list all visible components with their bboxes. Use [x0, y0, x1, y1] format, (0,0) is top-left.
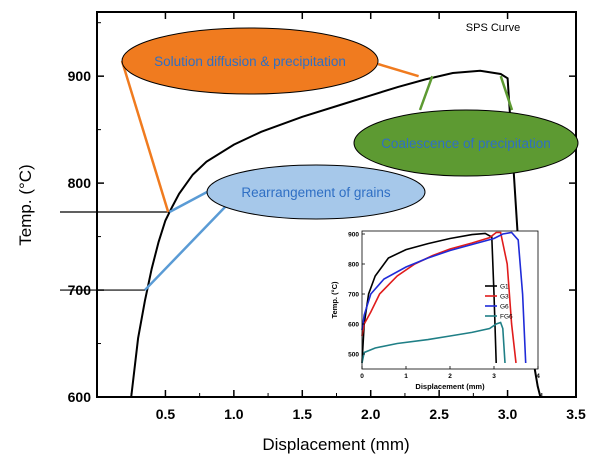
inset-x-tick-label: 0	[360, 373, 364, 380]
callout-connector	[499, 75, 514, 111]
x-tick-label: 3.0	[498, 406, 518, 422]
inset-x-tick-label: 4	[536, 373, 540, 380]
sps-curve-line	[130, 69, 542, 398]
chart-title: SPS Curve	[466, 22, 520, 34]
inset-axis-ticks: 0 1 2 3 4 500 600 700 800 900	[348, 232, 540, 381]
main-reference-lines	[60, 211, 170, 291]
callout-connector	[418, 75, 434, 111]
inset-background	[362, 231, 538, 369]
x-axis-title: Displacement (mm)	[262, 435, 409, 454]
inset-series-line	[361, 232, 497, 364]
inset-y-tick-label: 500	[348, 352, 359, 359]
x-tick-label: 0.5	[156, 406, 176, 422]
inset-legend-label: FG6	[500, 314, 513, 321]
callout-rearrangement: Rearrangement of grains	[206, 164, 426, 220]
y-tick-label: 900	[68, 68, 92, 84]
inset-plot: 0 1 2 3 4 500 600 700 800 900 G1 G3 G6 FG6 Displacem…	[330, 230, 540, 391]
inset-x-tick-label: 1	[404, 373, 408, 380]
callout-ellipse	[206, 164, 426, 220]
inset-legend-label: G1	[500, 284, 509, 291]
x-tick-label: 2.0	[361, 406, 381, 422]
inset-y-tick-label: 800	[348, 262, 359, 269]
callout-coalescence: Coalescence of precipitation	[353, 109, 579, 177]
x-tick-label: 3.5	[566, 406, 586, 422]
y-tick-label: 600	[68, 389, 92, 405]
callout-connector	[168, 190, 208, 214]
callout-label: Solution diffusion & precipitation	[154, 54, 346, 69]
callout-label: Rearrangement of grains	[241, 185, 391, 200]
x-tick-label: 1.0	[224, 406, 244, 422]
callout-label: Coalescence of precipitation	[381, 136, 551, 151]
main-series	[130, 69, 542, 398]
inset-y-tick-label: 900	[348, 232, 359, 239]
inset-series-line	[361, 321, 506, 364]
callout-solution-diffusion: Solution diffusion & precipitation	[121, 27, 379, 95]
callout-ellipse	[121, 27, 379, 95]
callout-connector	[377, 62, 419, 78]
inset-legend-label: G6	[500, 304, 509, 311]
callout-lines	[120, 60, 514, 291]
main-axis-ticks: 0.5 1.0 1.5 2.0 2.5 3.0 3.5 600 700 800 900	[68, 12, 586, 422]
y-tick-label: 800	[68, 175, 92, 191]
x-tick-label: 2.5	[429, 406, 449, 422]
inset-y-tick-label: 700	[348, 292, 359, 299]
inset-legend-label: G3	[500, 294, 509, 301]
inset-series-line	[361, 231, 517, 364]
callout-ellipse	[353, 109, 579, 177]
inset-y-tick-label: 600	[348, 322, 359, 329]
inset-y-axis-title: Temp. (°C)	[330, 281, 339, 319]
inset-x-axis-title: Displacement (mm)	[415, 382, 485, 391]
inset-series	[361, 231, 527, 364]
x-tick-label: 1.5	[293, 406, 313, 422]
inset-x-tick-label: 2	[448, 373, 452, 380]
callout-connector	[120, 60, 170, 213]
inset-x-tick-label: 3	[492, 373, 496, 380]
y-axis-title: Temp. (°C)	[16, 164, 35, 245]
callout-connector	[144, 205, 227, 291]
inset-series-line	[361, 231, 527, 364]
inset-legend: G1 G3 G6 FG6	[485, 284, 513, 321]
